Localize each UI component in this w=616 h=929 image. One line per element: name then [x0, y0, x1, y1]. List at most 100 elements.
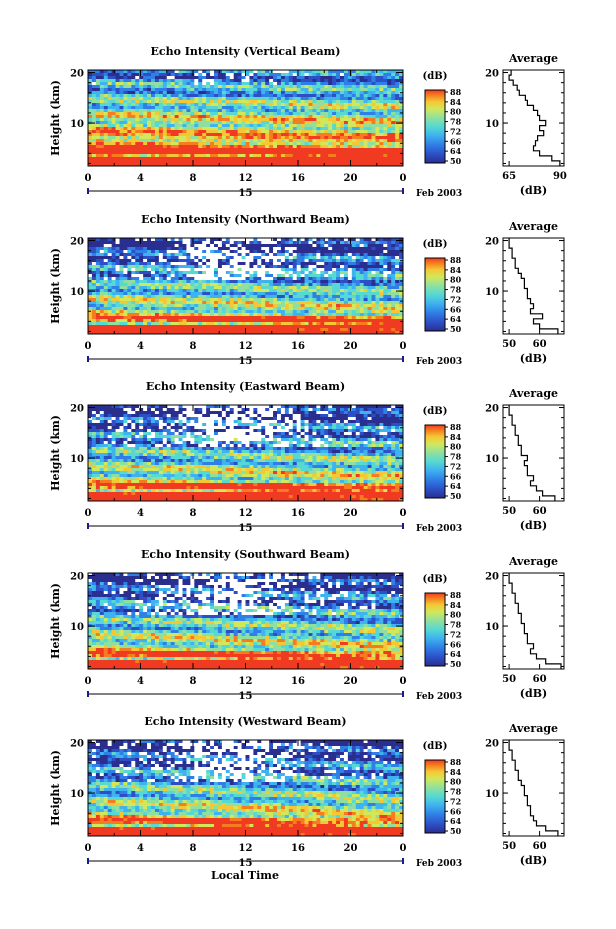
heatmap-cell: [316, 76, 320, 79]
heatmap-cell: [226, 73, 230, 76]
heatmap-cell: [175, 319, 179, 322]
heatmap-cell: [383, 124, 387, 127]
heatmap-cell: [135, 88, 139, 91]
heatmap-cell: [108, 130, 112, 133]
heatmap-cell: [368, 280, 372, 283]
heatmap-cell: [379, 100, 383, 103]
profile-x-tick-label: 90: [553, 171, 567, 182]
heatmap-cell: [348, 274, 352, 277]
heatmap-cell: [383, 160, 387, 163]
heatmap-cell: [151, 280, 155, 283]
heatmap-cell: [305, 139, 309, 142]
heatmap-cell: [383, 91, 387, 94]
heatmap-cell: [301, 151, 305, 154]
heatmap-cell: [100, 238, 104, 241]
heatmap-cell: [305, 76, 309, 79]
heatmap-cell: [92, 145, 96, 148]
heatmap-cell: [92, 94, 96, 97]
heatmap-cell: [297, 322, 301, 325]
heatmap-cell: [186, 307, 190, 310]
heatmap-cell: [379, 85, 383, 88]
heatmap-cell: [344, 124, 348, 127]
heatmap-cell: [194, 115, 198, 118]
heatmap-cell: [387, 100, 391, 103]
heatmap-cell: [214, 109, 218, 112]
heatmap-cell: [320, 247, 324, 250]
heatmap-cell: [360, 136, 364, 139]
heatmap-cell: [379, 142, 383, 145]
heatmap-cell: [328, 319, 332, 322]
heatmap-cell: [108, 82, 112, 85]
heatmap-cell: [190, 148, 194, 151]
heatmap-cell: [186, 280, 190, 283]
heatmap-cell: [352, 256, 356, 259]
heatmap-cell: [277, 85, 281, 88]
heatmap-cell: [352, 88, 356, 91]
heatmap-cell: [112, 133, 116, 136]
heatmap-cell: [222, 94, 226, 97]
heatmap-cell: [281, 115, 285, 118]
heatmap-cell: [139, 115, 143, 118]
heatmap-cell: [234, 73, 238, 76]
heatmap-cell: [391, 70, 395, 73]
heatmap-cell: [155, 277, 159, 280]
heatmap-cell: [108, 85, 112, 88]
heatmap-cell: [348, 250, 352, 253]
heatmap-cell: [348, 142, 352, 145]
heatmap-cell: [108, 295, 112, 298]
heatmap-cell: [206, 97, 210, 100]
heatmap-cell: [340, 322, 344, 325]
heatmap-cell: [131, 127, 135, 130]
heatmap-cell: [265, 247, 269, 250]
heatmap-cell: [175, 109, 179, 112]
heatmap-cell: [230, 250, 234, 253]
heatmap-cell: [210, 247, 214, 250]
heatmap-cell: [198, 157, 202, 160]
heatmap-cell: [186, 130, 190, 133]
heatmap-cell: [159, 283, 163, 286]
heatmap-cell: [214, 73, 218, 76]
heatmap-cell: [112, 301, 116, 304]
heatmap-cell: [120, 265, 124, 268]
heatmap-cell: [328, 148, 332, 151]
heatmap-cell: [372, 73, 376, 76]
heatmap-cell: [312, 265, 316, 268]
heatmap-cell: [344, 85, 348, 88]
heatmap-cell: [277, 154, 281, 157]
heatmap-cell: [320, 130, 324, 133]
heatmap-cell: [116, 76, 120, 79]
heatmap-cell: [289, 148, 293, 151]
heatmap-cell: [238, 295, 242, 298]
heatmap-cell: [336, 82, 340, 85]
heatmap-cell: [179, 289, 183, 292]
heatmap-cell: [320, 280, 324, 283]
heatmap-cell: [344, 253, 348, 256]
heatmap-cell: [171, 262, 175, 265]
heatmap-cell: [246, 322, 250, 325]
heatmap-cell: [100, 70, 104, 73]
heatmap-cell: [277, 280, 281, 283]
x-tick-label: 16: [291, 173, 305, 184]
heatmap-cell: [210, 298, 214, 301]
heatmap-cell: [104, 118, 108, 121]
heatmap-cell: [198, 79, 202, 82]
heatmap-cell: [183, 160, 187, 163]
heatmap-cell: [293, 151, 297, 154]
heatmap-cell: [379, 73, 383, 76]
heatmap-cell: [383, 136, 387, 139]
heatmap-cell: [167, 130, 171, 133]
heatmap-cell: [320, 124, 324, 127]
heatmap-cell: [143, 307, 147, 310]
heatmap-cell: [364, 298, 368, 301]
heatmap-cell: [316, 145, 320, 148]
heatmap-cell: [190, 85, 194, 88]
heatmap-cell: [281, 133, 285, 136]
heatmap-cell: [253, 157, 257, 160]
heatmap-cell: [289, 109, 293, 112]
heatmap-cell: [289, 280, 293, 283]
heatmap-cell: [226, 265, 230, 268]
heatmap-cell: [293, 241, 297, 244]
heatmap-cell: [372, 139, 376, 142]
heatmap-cell: [344, 148, 348, 151]
colorbar-unit: (dB): [423, 71, 448, 82]
